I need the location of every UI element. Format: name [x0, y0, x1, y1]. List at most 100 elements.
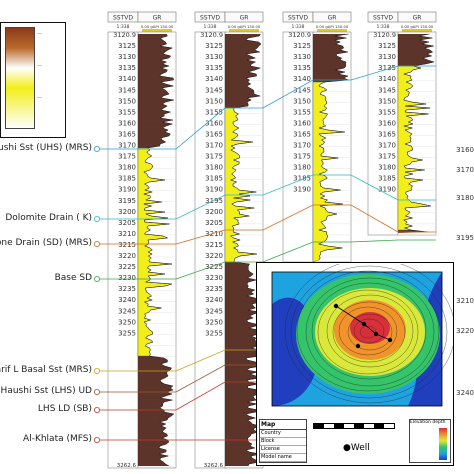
- depth-tick-label: 3200: [205, 208, 223, 216]
- depth-tick-label: 3235: [118, 285, 136, 293]
- depth-tick-label: 3255: [205, 329, 223, 337]
- gr-header-label: GR: [240, 15, 249, 22]
- depth-tick-label: 3210: [118, 230, 136, 238]
- depth-tick-label: 3245: [118, 307, 136, 315]
- depth-tick-label: 3185: [293, 175, 311, 183]
- formation-label: Dolomite Drain ( K): [5, 213, 92, 223]
- gr-fill-swatch: [229, 29, 259, 32]
- depth-tick-label: 3125: [293, 42, 311, 50]
- track-header-gr: [137, 11, 177, 23]
- well-marker-icon: ●: [343, 443, 351, 453]
- formation-tie-line: [96, 65, 436, 150]
- depth-header-label: SSTVD: [113, 15, 133, 22]
- gr-header-label: GR: [413, 15, 422, 22]
- well-legend-label: Well: [350, 443, 370, 453]
- contour-line: [311, 282, 427, 380]
- formation-tie-line: [96, 174, 436, 220]
- depth-tick-label: 3225: [118, 263, 136, 271]
- depth-tick-label: 3170: [205, 142, 223, 150]
- right-edge-depth-label: 3220: [456, 327, 474, 335]
- depth-tick-label: 3190: [118, 186, 136, 194]
- scale-label: 1:338: [292, 24, 305, 30]
- depth-tick-label: 3150: [293, 97, 311, 105]
- right-edge-depth-label: 3210: [456, 297, 474, 305]
- formation-label: r Haushi Sst (LHS) UD: [0, 386, 92, 396]
- depth-tick-label: 3240: [205, 296, 223, 304]
- legend-text: —: [37, 95, 42, 101]
- scale-label: 1:338: [117, 24, 130, 30]
- contour-line: [317, 289, 419, 375]
- elevation-legend-title: Elevation depth: [410, 420, 446, 425]
- depth-tick-label: 3185: [205, 175, 223, 183]
- depth-tick-label: 3250: [118, 318, 136, 326]
- gr-curve: [402, 33, 435, 233]
- right-edge-depth-label: 3160: [456, 146, 474, 154]
- depth-tick-label: 3190: [293, 186, 311, 194]
- depth-tick-label: 3215: [205, 241, 223, 249]
- right-edge-depth-label: 3170: [456, 166, 474, 174]
- depth-tick-label: 3220: [118, 252, 136, 260]
- formation-label: arif L Basal Sst (MRS): [0, 365, 92, 375]
- depth-tick-label: 3130: [205, 53, 223, 61]
- depth-tick-label: 3195: [118, 197, 136, 205]
- depth-tick-label: 3160: [293, 119, 311, 127]
- depth-header-label: SSTVD: [288, 15, 308, 22]
- depth-top-label: 3120.9: [373, 31, 396, 39]
- depth-tick-label: 3165: [118, 130, 136, 138]
- legend-text: —: [37, 31, 42, 37]
- map-info-table: Map Country Block License Model name: [259, 419, 307, 463]
- depth-tick-label: 3135: [378, 64, 396, 72]
- depth-tick-label: 3205: [205, 219, 223, 227]
- depth-tick-label: 3175: [378, 153, 396, 161]
- depth-tick-label: 3180: [293, 164, 311, 172]
- depth-tick-label: 3245: [205, 307, 223, 315]
- formation-marker: [94, 406, 101, 413]
- map-title: Map: [260, 420, 306, 430]
- formation-label: one Drain (SD) (MRS): [0, 238, 92, 248]
- gr-fill-swatch: [142, 29, 172, 32]
- depth-tick-label: 3180: [205, 164, 223, 172]
- gr-fill-swatch: [402, 29, 432, 32]
- depth-tick-label: 3140: [118, 75, 136, 83]
- depth-tick-label: 3145: [293, 86, 311, 94]
- map-info-row: Model name: [260, 454, 306, 462]
- map-info-row: Block: [260, 438, 306, 446]
- map-info-row: License: [260, 446, 306, 454]
- contour-line: [347, 313, 393, 351]
- depth-top-label: 3120.9: [288, 31, 311, 39]
- scale-range-label: 0.00 gAPI 150.00: [401, 24, 434, 29]
- depth-tick-label: 3150: [118, 97, 136, 105]
- scale-range-label: 0.00 gAPI 150.00: [228, 24, 261, 29]
- depth-tick-label: 3175: [293, 153, 311, 161]
- formation-marker: [94, 275, 101, 282]
- contour-line: [284, 264, 453, 404]
- depth-tick-label: 3250: [205, 318, 223, 326]
- depth-tick-label: 3160: [378, 119, 396, 127]
- contour-line: [332, 301, 406, 363]
- legend-color-bar: [5, 27, 35, 129]
- depth-tick-label: 3220: [205, 252, 223, 260]
- well-marker: [355, 343, 361, 349]
- depth-tick-label: 3190: [205, 186, 223, 194]
- depth-tick-label: 3185: [118, 175, 136, 183]
- depth-tick-label: 3180: [118, 164, 136, 172]
- depth-header-label: SSTVD: [200, 15, 220, 22]
- scale-range-label: 0.00 gAPI 150.00: [141, 24, 174, 29]
- depth-tick-label: 3145: [205, 86, 223, 94]
- depth-tick-label: 3155: [378, 108, 396, 116]
- map-inset: Map Country Block License Model name ●Well …: [256, 262, 454, 466]
- depth-tick-label: 3160: [118, 119, 136, 127]
- depth-tick-label: 3180: [378, 164, 396, 172]
- contour-line: [338, 306, 398, 356]
- contour-line: [290, 265, 448, 399]
- formation-marker: [94, 436, 101, 443]
- well-traverse-line: [335, 305, 391, 341]
- formation-label: Al-Khlata (MFS): [23, 434, 92, 444]
- depth-tick-label: 3175: [205, 153, 223, 161]
- depth-tick-label: 3140: [205, 75, 223, 83]
- depth-tick-label: 3135: [293, 64, 311, 72]
- contour-line: [326, 294, 414, 368]
- depth-tick-label: 3155: [293, 108, 311, 116]
- track-header-gr: [397, 11, 437, 23]
- depth-tick-label: 3165: [293, 130, 311, 138]
